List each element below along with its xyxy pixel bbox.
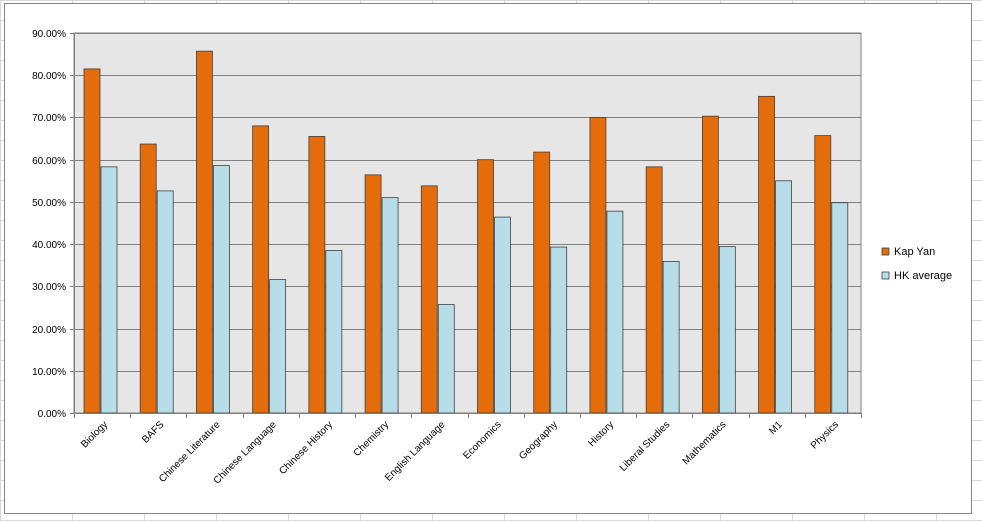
bar-kap-yan (533, 151, 551, 414)
legend-label: HK average (894, 270, 952, 282)
bar-hk-average (494, 216, 511, 414)
y-tick-label: 50.00% (32, 198, 66, 209)
x-tick-label: English Language (383, 419, 448, 484)
x-tick-label: Chinese Literature (157, 419, 223, 485)
x-tick-label: Geography (517, 419, 560, 462)
bar-kap-yan (420, 185, 438, 414)
bar-kap-yan (364, 174, 382, 414)
bar-hk-average (156, 190, 174, 414)
legend: Kap Yan HK average (881, 246, 952, 282)
y-tick-label: 10.00% (32, 367, 66, 378)
bar-hk-average (325, 250, 343, 414)
bar-hk-average (718, 246, 736, 414)
bar-hk-average (100, 166, 118, 414)
x-tick-label: Chinese History (277, 419, 335, 477)
bar-hk-average (550, 246, 568, 414)
bar-hk-average (831, 202, 849, 414)
y-tick-label: 40.00% (32, 240, 66, 251)
bar-hk-average (606, 210, 624, 414)
x-tick-label: History (586, 419, 616, 449)
bar-kap-yan (83, 68, 101, 414)
bar-kap-yan (196, 50, 213, 414)
x-tick-label: Chinese Language (212, 419, 279, 486)
bars (83, 50, 849, 414)
x-tick-label: Physics (809, 419, 841, 451)
legend-swatch (881, 271, 890, 280)
y-tick-label: 70.00% (32, 113, 66, 124)
y-tick-label: 30.00% (32, 282, 66, 293)
bar-kap-yan (308, 136, 326, 414)
x-tick-label: Mathematics (681, 419, 729, 467)
y-tick-label: 60.00% (32, 156, 66, 167)
bar-kap-yan (645, 166, 663, 414)
y-tick-label: 0.00% (38, 409, 66, 420)
bar-hk-average (662, 261, 680, 414)
bar-hk-average (269, 279, 287, 414)
axes (74, 33, 862, 418)
x-tick-label: Liberal Studies (618, 419, 673, 474)
bar-kap-yan (701, 115, 719, 414)
bar-hk-average (437, 304, 455, 414)
bar-kap-yan (252, 125, 270, 414)
x-tick-label: Chemistry (352, 419, 392, 459)
bar-kap-yan (589, 117, 607, 414)
plot-area (73, 32, 862, 414)
bar-kap-yan (139, 143, 157, 414)
y-tick-label: 80.00% (32, 71, 66, 82)
bar-kap-yan (814, 135, 832, 414)
x-tick-label: M1 (767, 419, 785, 437)
bar-hk-average (775, 180, 792, 414)
y-tick-label: 90.00% (32, 29, 66, 40)
legend-label: Kap Yan (894, 246, 935, 258)
y-axis-tick-labels: 0.00% 10.00% 20.00% 30.00% 40.00% 50.00% 60.00… (32, 29, 66, 420)
y-tick-label: 20.00% (32, 325, 66, 336)
x-tick-label: Economics (461, 419, 503, 461)
legend-swatch (881, 247, 890, 256)
bar-hk-average (213, 165, 230, 414)
bar-kap-yan (477, 159, 494, 414)
x-tick-label: Biology (79, 419, 110, 450)
bar-hk-average (381, 197, 399, 414)
x-tick-label: BAFS (140, 419, 166, 445)
bar-kap-yan (758, 95, 775, 414)
